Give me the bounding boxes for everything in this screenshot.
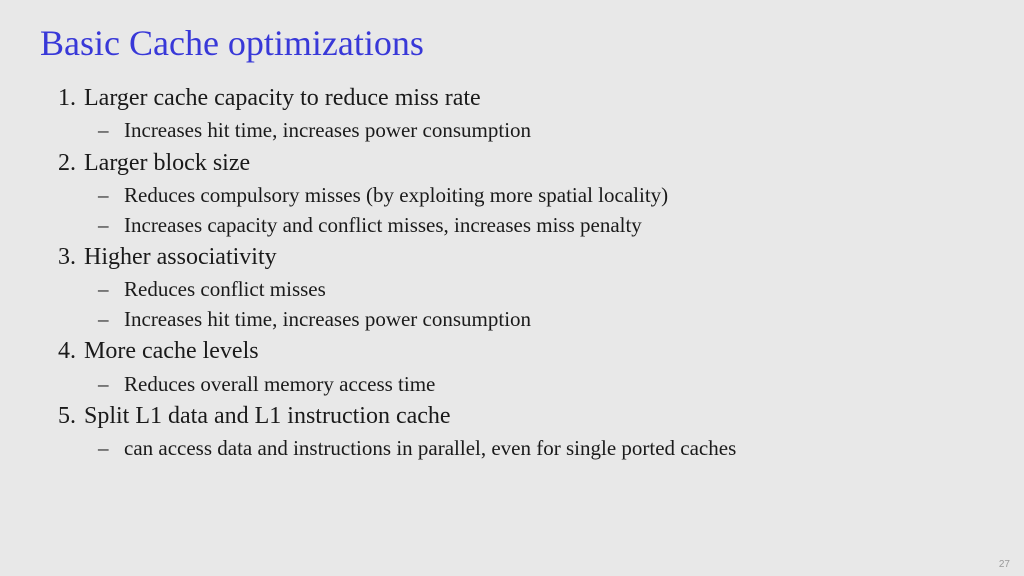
- sub-list: Reduces conflict misses Increases hit ti…: [84, 275, 984, 334]
- list-item-text: Higher associativity: [84, 244, 277, 270]
- slide-title: Basic Cache optimizations: [40, 22, 984, 64]
- numbered-list: Larger cache capacity to reduce miss rat…: [40, 82, 984, 464]
- sub-list: Increases hit time, increases power cons…: [84, 116, 984, 145]
- list-item-text: Split L1 data and L1 instruction cache: [84, 403, 451, 429]
- sub-list-item: Reduces conflict misses: [84, 275, 984, 304]
- sub-list-item: Increases hit time, increases power cons…: [84, 116, 984, 145]
- sub-list-item: Increases hit time, increases power cons…: [84, 305, 984, 334]
- list-item: Split L1 data and L1 instruction cache c…: [40, 400, 984, 464]
- list-item: Larger cache capacity to reduce miss rat…: [40, 82, 984, 146]
- sub-list-item: Reduces compulsory misses (by exploiting…: [84, 181, 984, 210]
- list-item: More cache levels Reduces overall memory…: [40, 335, 984, 399]
- list-item-text: Larger cache capacity to reduce miss rat…: [84, 85, 481, 111]
- list-item: Higher associativity Reduces conflict mi…: [40, 241, 984, 334]
- sub-list-item: can access data and instructions in para…: [84, 434, 984, 463]
- sub-list: can access data and instructions in para…: [84, 434, 984, 463]
- list-item-text: Larger block size: [84, 150, 250, 176]
- slide-body: Basic Cache optimizations Larger cache c…: [0, 0, 1024, 464]
- sub-list-item: Increases capacity and conflict misses, …: [84, 211, 984, 240]
- sub-list-item: Reduces overall memory access time: [84, 370, 984, 399]
- page-number: 27: [999, 559, 1010, 570]
- sub-list: Reduces compulsory misses (by exploiting…: [84, 181, 984, 240]
- list-item-text: More cache levels: [84, 338, 259, 364]
- list-item: Larger block size Reduces compulsory mis…: [40, 147, 984, 240]
- sub-list: Reduces overall memory access time: [84, 370, 984, 399]
